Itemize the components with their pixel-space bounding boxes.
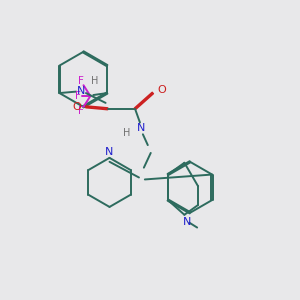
Text: N: N	[105, 147, 114, 157]
Text: N: N	[77, 86, 85, 96]
Text: H: H	[91, 76, 98, 86]
Text: O: O	[73, 102, 82, 112]
Text: N: N	[137, 123, 145, 134]
Text: O: O	[157, 85, 166, 95]
Text: F: F	[78, 76, 83, 86]
Text: F: F	[78, 106, 83, 116]
Text: N: N	[183, 217, 191, 226]
Text: F: F	[75, 91, 81, 101]
Text: H: H	[124, 128, 131, 138]
